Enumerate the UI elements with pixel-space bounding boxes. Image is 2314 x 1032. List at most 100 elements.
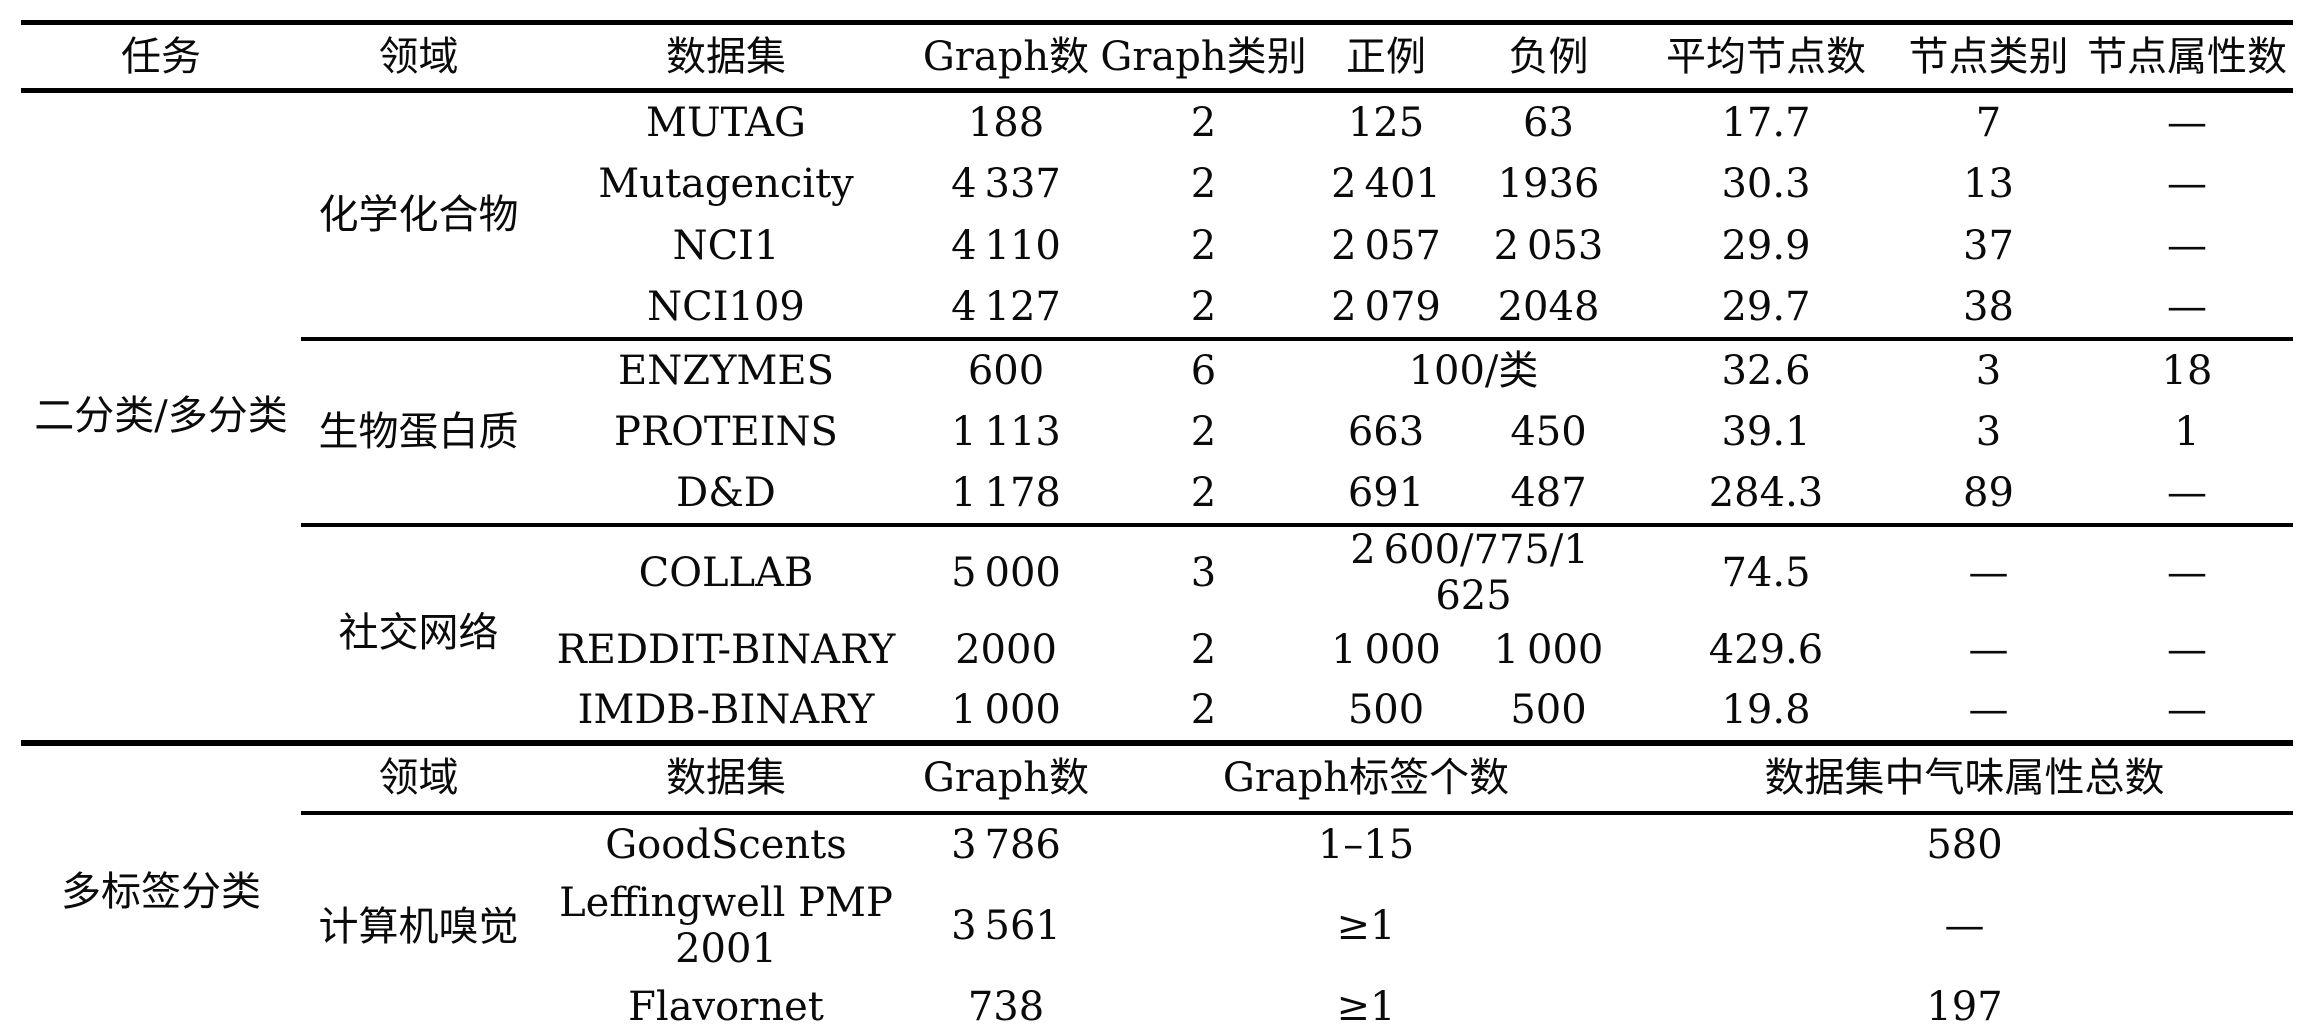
datasets-table-container: 任务 领域 数据集 Graph数 Graph类别 正例 负例 平均节点数 节点类… — [21, 20, 2293, 1032]
table-row-nci109: NCI109 4 127 2 2 079 2048 29.7 38 — — [21, 276, 2293, 341]
col-header-graph-count-2: Graph数 — [916, 742, 1096, 815]
table-row-dd: D&D 1 178 2 691 487 284.3 89 — — [21, 462, 2293, 527]
table-cell: 580 — [1926, 822, 2003, 868]
table-row-mutagencity: Mutagencity 4 337 2 2 401 1936 30.3 13 — — [21, 153, 2293, 215]
table-cell: ≥1 — [1336, 902, 1396, 949]
table-cell: 2 — [1096, 276, 1311, 341]
col-header-label-count: Graph标签个数 — [1096, 742, 1636, 815]
table-cell: 89 — [1896, 462, 2081, 527]
table-cell: 17.7 — [1721, 99, 1811, 146]
table-cell: — — [2081, 462, 2293, 527]
table-cell: 2 079 — [1311, 276, 1461, 341]
table-cell: 29.9 — [1721, 222, 1811, 269]
table-cell: 2048 — [1461, 276, 1636, 341]
dataset-name-cell: D&D — [536, 462, 916, 527]
col-header-odor-attrs-total: 数据集中气味属性总数 — [1636, 742, 2293, 815]
table-cell: 39.1 — [1721, 408, 1811, 455]
table-cell: 7 — [1975, 99, 2002, 146]
dataset-name-cell: REDDIT-BINARY — [556, 626, 896, 673]
table-cell: 1–15 — [1317, 822, 1415, 868]
table-cell: 2 — [1190, 222, 1217, 269]
table-cell: 3 — [1190, 549, 1217, 596]
table-cell: 2 — [1190, 408, 1217, 455]
table-cell: 5 000 — [951, 549, 1061, 596]
table-cell: — — [2081, 276, 2293, 341]
dataset-name-cell: Mutagencity — [598, 160, 854, 207]
dataset-name-cell: GoodScents — [605, 822, 847, 868]
table-cell: — — [1968, 626, 2009, 673]
table-cell: 2 053 — [1493, 222, 1604, 269]
table-cell: — — [1896, 680, 2081, 746]
table-cell: 691 — [1311, 462, 1461, 527]
table-cell: 450 — [1510, 408, 1587, 455]
table-cell: 18 — [2161, 347, 2213, 394]
table-row-goodscents: 计算机嗅觉 GoodScents 3 786 1–15 580 — [21, 812, 2293, 1032]
dataset-name-cell: Flavornet — [536, 975, 916, 1032]
table-cell: 2000 — [955, 626, 1057, 673]
table-cell: 188 — [967, 99, 1045, 146]
table-cell: 19.8 — [1636, 680, 1896, 746]
table-row-imdb-binary: IMDB-BINARY 1 000 2 500 500 19.8 — — — [21, 680, 2293, 746]
table-cell: 125 — [1347, 99, 1425, 146]
table-cell: — — [2081, 680, 2293, 746]
table-cell: 2 057 — [1331, 222, 1441, 269]
table-cell: 30.3 — [1721, 160, 1811, 207]
table-row-enzymes: 生物蛋白质 ENZYMES 600 6 100/类 32.6 3 18 — [21, 338, 2293, 527]
table-row-mutag: 二分类/多分类 化学化合物 MUTAG 188 2 125 63 17.7 7 … — [21, 90, 2293, 746]
col-header-domain: 领域 — [301, 20, 536, 93]
table-cell: 284.3 — [1636, 462, 1896, 527]
table-cell: 4 337 — [951, 160, 1061, 207]
task-group-binary-multi: 二分类/多分类 — [21, 90, 301, 746]
col-header-task: 任务 — [21, 20, 301, 93]
table-cell: 2 — [1190, 160, 1217, 207]
col-header-positive: 正例 — [1311, 20, 1461, 93]
table-cell: 1 178 — [916, 462, 1096, 527]
col-header-graph-count: Graph数 — [916, 20, 1096, 93]
table-cell: 1 000 — [1331, 626, 1441, 673]
table-cell: 63 — [1523, 99, 1574, 146]
task-group-multilabel: 多标签分类 — [21, 742, 301, 1032]
col-header-domain-2: 领域 — [301, 742, 536, 815]
table-cell: 2 401 — [1331, 160, 1441, 207]
col-header-node-classes: 节点类别 — [1896, 20, 2081, 93]
table-cell: 1 000 — [916, 680, 1096, 746]
col-header-node-attrs: 节点属性数 — [2081, 20, 2293, 93]
dataset-name-cell: IMDB-BINARY — [536, 680, 916, 746]
table-cell: — — [2167, 549, 2207, 596]
table-cell-pos-neg-merged: 2 600/775/1 625 — [1350, 526, 1597, 619]
domain-group-olfaction: 计算机嗅觉 — [301, 812, 536, 1032]
table-row-proteins: PROTEINS 1 113 2 663 450 39.1 3 1 — [21, 401, 2293, 463]
table-cell: — — [2167, 222, 2207, 269]
table-cell: 6 — [1190, 347, 1217, 394]
table-cell: 3 — [1975, 347, 2002, 394]
col-header-negative: 负例 — [1461, 20, 1636, 93]
table-cell: 2 — [1096, 680, 1311, 746]
table-row-flavornet: Flavornet 738 ≥1 197 — [21, 975, 2293, 1032]
table-cell: 197 — [1636, 975, 2293, 1032]
table-cell: 1 — [2174, 408, 2200, 455]
col-header-graph-classes: Graph类别 — [1096, 20, 1311, 93]
table-cell: — — [1968, 549, 2009, 596]
dataset-name-cell: NCI109 — [536, 276, 916, 341]
domain-group-social: 社交网络 — [301, 524, 536, 746]
table-cell: 37 — [1963, 222, 2014, 269]
header-row-classification: 任务 领域 数据集 Graph数 Graph类别 正例 负例 平均节点数 节点类… — [21, 20, 2293, 93]
table-cell: 2 — [1190, 626, 1217, 673]
dataset-name-cell: MUTAG — [646, 99, 806, 146]
table-cell: 500 — [1311, 680, 1461, 746]
domain-group-protein: 生物蛋白质 — [301, 338, 536, 527]
dataset-name-cell: ENZYMES — [618, 347, 834, 394]
table-cell: — — [1944, 902, 1985, 949]
table-cell: 74.5 — [1721, 549, 1811, 596]
datasets-table: 任务 领域 数据集 Graph数 Graph类别 正例 负例 平均节点数 节点类… — [21, 20, 2293, 1032]
table-row-leffingwell: Leffingwell PMP 2001 3 561 ≥1 — — [21, 876, 2293, 976]
table-cell: 32.6 — [1721, 347, 1811, 394]
table-cell: 3 — [1975, 408, 2002, 455]
table-row-reddit-binary: REDDIT-BINARY 2000 2 1 000 1 000 429.6 —… — [21, 619, 2293, 681]
col-header-dataset-2: 数据集 — [536, 742, 916, 815]
table-cell: 13 — [1963, 160, 2014, 207]
table-cell: 4 110 — [951, 222, 1061, 269]
table-cell: 3 786 — [951, 822, 1061, 868]
table-cell: 500 — [1461, 680, 1636, 746]
table-cell: 487 — [1461, 462, 1636, 527]
